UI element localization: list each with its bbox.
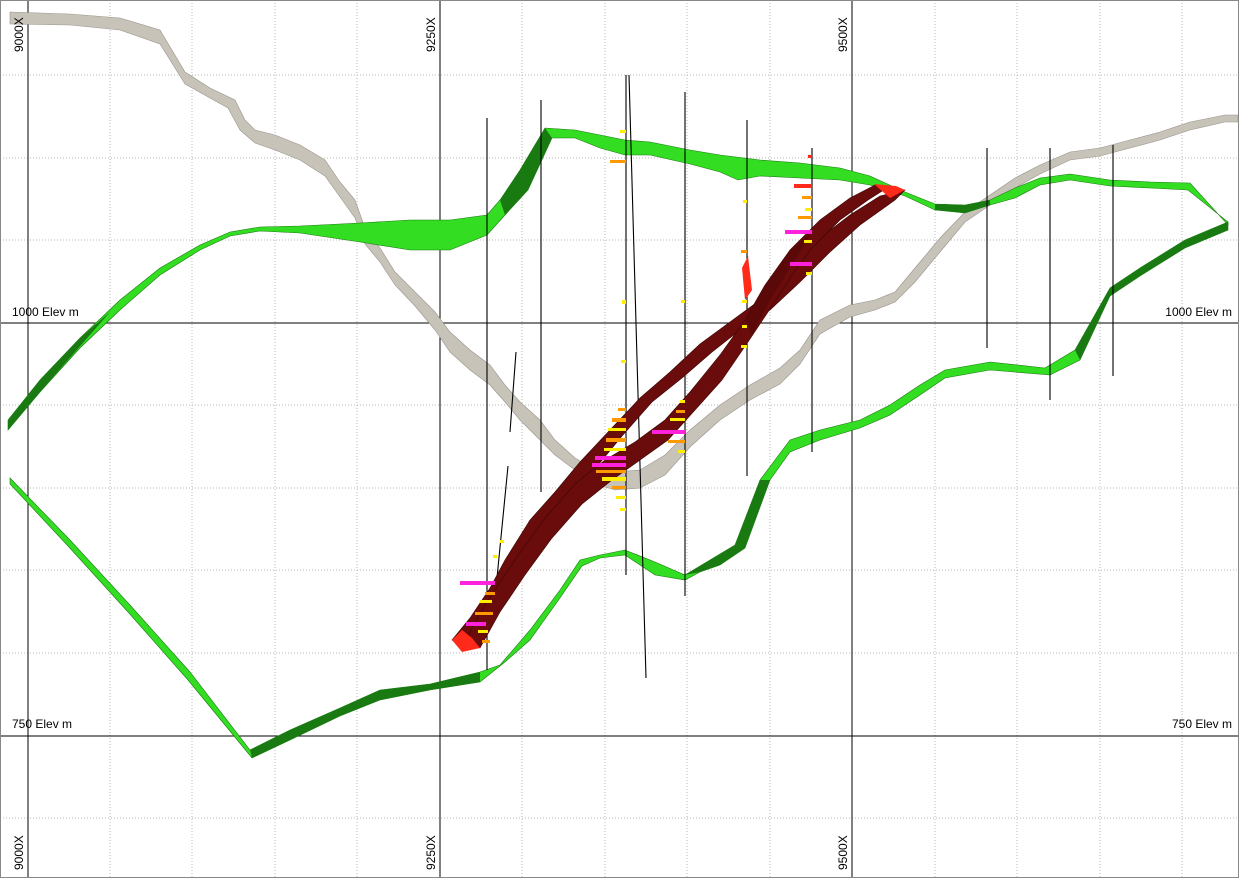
lower-green-surface[interactable]: [9, 221, 1229, 759]
assay-bar-3[interactable]: [480, 600, 492, 603]
assay-bar-33[interactable]: [743, 200, 747, 203]
assay-bar-28[interactable]: [670, 418, 685, 421]
assay-bar-9[interactable]: [500, 540, 504, 543]
elev-label-1000-left: 1000 Elev m: [12, 305, 79, 319]
assay-bar-13[interactable]: [621, 360, 626, 363]
assay-bar-41[interactable]: [805, 208, 812, 211]
x-label-9500-bottom: 9500X: [836, 835, 850, 870]
assay-bar-44[interactable]: [804, 240, 812, 243]
assay-bar-45[interactable]: [790, 262, 812, 266]
upper-green-surface[interactable]: [7, 127, 1229, 431]
assay-bar-7[interactable]: [482, 640, 490, 643]
assay-bar-11[interactable]: [620, 130, 626, 133]
x-label-9500-top: 9500X: [836, 17, 850, 52]
assay-bar-29[interactable]: [652, 430, 685, 434]
assay-bar-38[interactable]: [808, 155, 812, 158]
assay-bar-32[interactable]: [681, 300, 685, 303]
assay-bar-5[interactable]: [466, 622, 486, 626]
x-label-9000-bottom: 9000X: [12, 835, 26, 870]
drillhole-trace-12[interactable]: [495, 465, 509, 589]
assay-bar-18[interactable]: [604, 448, 626, 451]
assay-intervals[interactable]: [460, 130, 812, 643]
drillholes[interactable]: [486, 74, 1114, 679]
assay-bar-24[interactable]: [616, 496, 626, 499]
assay-bar-30[interactable]: [668, 440, 685, 443]
assay-bar-22[interactable]: [602, 477, 626, 481]
elev-label-750-right: 750 Elev m: [1172, 717, 1232, 731]
assay-bar-46[interactable]: [806, 272, 812, 275]
elev-label-750-left: 750 Elev m: [12, 717, 72, 731]
assay-bar-34[interactable]: [741, 250, 747, 253]
assay-bar-16[interactable]: [608, 428, 626, 431]
assay-bar-14[interactable]: [618, 408, 626, 411]
assay-bar-36[interactable]: [742, 325, 747, 328]
assay-bar-40[interactable]: [802, 196, 812, 199]
assay-bar-31[interactable]: [678, 450, 685, 453]
x-label-9250-top: 9250X: [424, 17, 438, 52]
assay-bar-1[interactable]: [460, 581, 495, 585]
x-label-9250-bottom: 9250X: [424, 835, 438, 870]
assay-bar-26[interactable]: [680, 400, 685, 403]
assay-bar-8[interactable]: [493, 555, 497, 558]
assay-bar-42[interactable]: [798, 216, 812, 219]
assay-bar-19[interactable]: [595, 456, 626, 460]
assay-bar-39[interactable]: [794, 184, 812, 188]
drillhole-trace-4[interactable]: [628, 74, 647, 679]
drillhole-trace-11[interactable]: [509, 351, 517, 433]
assay-bar-35[interactable]: [742, 300, 747, 303]
assay-bar-15[interactable]: [612, 418, 626, 422]
assay-bar-25[interactable]: [620, 508, 626, 511]
assay-bar-2[interactable]: [485, 592, 495, 595]
assay-bar-43[interactable]: [785, 230, 812, 234]
assay-bar-20[interactable]: [592, 463, 626, 467]
assay-bar-23[interactable]: [612, 486, 626, 489]
assay-bar-4[interactable]: [475, 612, 493, 615]
assay-bar-10[interactable]: [610, 160, 626, 163]
assay-bar-37[interactable]: [741, 345, 747, 348]
x-label-9000-top: 9000X: [12, 17, 26, 52]
assay-bar-27[interactable]: [676, 410, 685, 413]
assay-bar-17[interactable]: [606, 438, 626, 442]
assay-bar-12[interactable]: [622, 300, 626, 304]
elev-label-1000-right: 1000 Elev m: [1165, 305, 1232, 319]
assay-bar-6[interactable]: [478, 630, 488, 633]
section-labels: 9000X 9250X 9500X 9000X 9250X 9500X 1000…: [12, 17, 1232, 870]
assay-bar-21[interactable]: [596, 470, 626, 473]
